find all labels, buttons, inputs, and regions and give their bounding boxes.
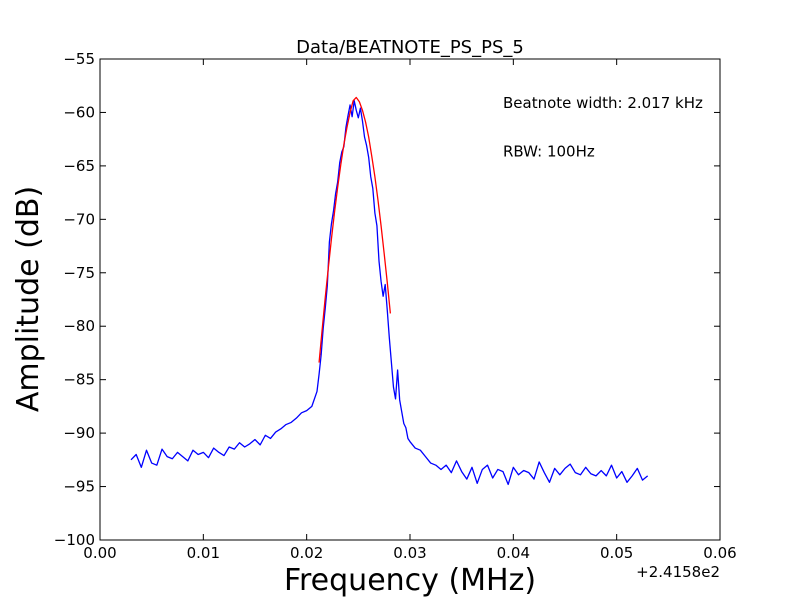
measured-spectrum-line (130, 100, 649, 486)
x-tick-label: 0.02 (290, 544, 323, 562)
y-axis-ticks: −55 −60 −65 −70 −75 −80 −85 −90 −95 −100 (54, 50, 720, 549)
x-axis-offset-label: +2.4158e2 (636, 563, 720, 581)
y-tick-label: −55 (63, 50, 95, 68)
x-tick-label: 0.05 (600, 544, 633, 562)
y-tick-label: −85 (63, 371, 95, 389)
y-tick-label: −70 (63, 210, 95, 228)
y-tick-label: −95 (63, 478, 95, 496)
y-tick-label: −65 (63, 157, 95, 175)
plot-lines (130, 96, 649, 486)
x-axis-label: Frequency (MHz) (284, 563, 536, 598)
fit-curve-line (318, 96, 392, 363)
x-tick-label: 0.01 (187, 544, 220, 562)
y-tick-label: −90 (63, 424, 95, 442)
y-tick-label: −80 (63, 317, 95, 335)
x-tick-label: 0.04 (497, 544, 530, 562)
x-tick-label: 0.03 (393, 544, 426, 562)
y-tick-label: −60 (63, 103, 95, 121)
y-tick-label: −100 (54, 531, 95, 549)
chart-title: Data/BEATNOTE_PS_PS_5 (296, 37, 524, 58)
x-tick-label: 0.00 (83, 544, 116, 562)
y-tick-label: −75 (63, 264, 95, 282)
x-axis-ticks: 0.00 0.01 0.02 0.03 0.04 0.05 0.06 (83, 59, 737, 562)
annotations: Beatnote width: 2.017 kHz RBW: 100Hz (503, 94, 703, 160)
annotation-text: RBW: 100Hz (503, 142, 595, 160)
y-axis-label: Amplitude (dB) (11, 186, 46, 412)
x-tick-label: 0.06 (703, 544, 736, 562)
annotation-text: Beatnote width: 2.017 kHz (503, 94, 703, 112)
